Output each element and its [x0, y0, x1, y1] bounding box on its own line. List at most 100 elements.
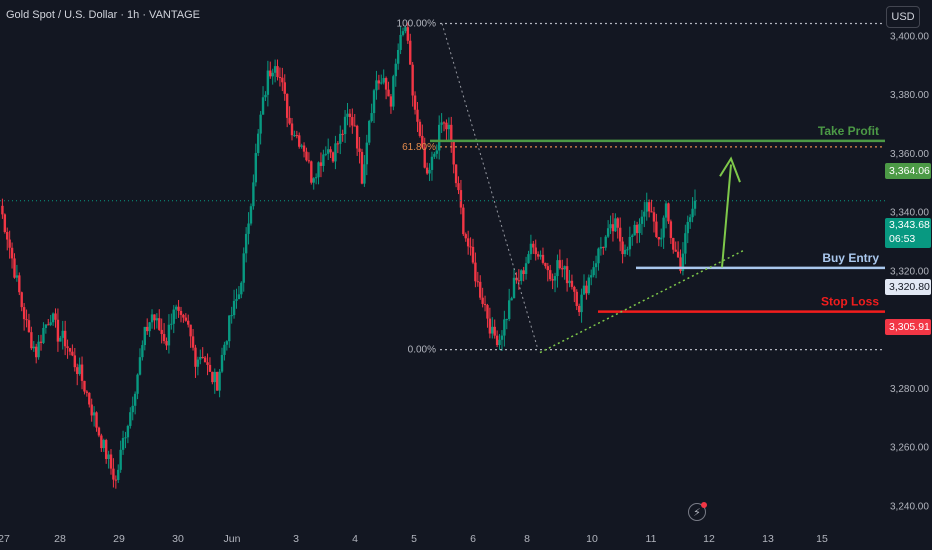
candle-body — [141, 345, 144, 358]
candle-body — [457, 183, 460, 191]
candle-body — [305, 151, 308, 161]
candle-body — [59, 337, 62, 342]
candle-body — [466, 238, 470, 247]
candle-body — [399, 34, 402, 50]
candle-body — [78, 364, 81, 375]
candle-body — [421, 135, 424, 148]
y-axis: 3,240.003,260.003,280.003,300.003,320.00… — [890, 31, 929, 512]
candle-body — [47, 324, 50, 326]
candle-body — [278, 76, 282, 78]
candle-body — [384, 78, 388, 90]
candle-body — [358, 148, 361, 152]
candle-body — [206, 362, 209, 365]
candle-body — [293, 135, 296, 137]
candle-body — [39, 341, 43, 343]
candle-body — [382, 78, 385, 83]
candle-body — [672, 237, 675, 250]
candle-body — [339, 133, 342, 144]
candle-body — [30, 332, 33, 349]
candle-body — [645, 202, 648, 212]
candle-body — [570, 280, 574, 287]
candle-body — [688, 217, 692, 222]
candle-body — [90, 404, 93, 416]
candle-body — [225, 341, 229, 345]
candle-body — [536, 254, 540, 257]
candle-body — [49, 322, 52, 325]
currency-button[interactable]: USD — [886, 6, 920, 28]
candle-body — [61, 330, 64, 338]
candle-body — [544, 262, 547, 267]
candle-body — [162, 334, 166, 342]
candle-body — [66, 346, 69, 349]
candle-body — [172, 309, 175, 324]
candle-body — [580, 294, 583, 313]
candle-body — [336, 143, 340, 145]
candle-body — [561, 268, 564, 270]
candle-body — [326, 149, 330, 154]
candle-body — [616, 218, 619, 228]
candle-body — [679, 257, 682, 272]
candle-body — [474, 262, 477, 282]
candle-body — [254, 153, 257, 183]
candle-body — [573, 286, 576, 292]
candle-body — [307, 160, 311, 162]
candle-body — [298, 135, 301, 147]
candle-body — [271, 72, 274, 77]
candle-body — [657, 237, 661, 240]
candle-body — [522, 270, 525, 274]
candle-body — [184, 317, 188, 321]
candle-body — [556, 260, 559, 277]
candle-body — [346, 113, 349, 117]
candle-body — [138, 357, 142, 375]
candles — [1, 22, 697, 489]
candle-body — [491, 326, 494, 334]
candle-body — [88, 392, 91, 405]
candle-body — [266, 70, 270, 95]
candle-body — [211, 371, 214, 383]
candle-body — [529, 243, 533, 255]
candle-body — [370, 113, 373, 121]
candle-body — [331, 152, 335, 162]
candle-body — [146, 326, 149, 332]
candle-body — [565, 266, 569, 284]
candle-body — [442, 122, 446, 124]
candle-body — [594, 263, 598, 268]
candle-body — [273, 66, 277, 73]
candle-body — [353, 125, 356, 127]
candle-body — [44, 324, 48, 328]
candle-body — [133, 393, 137, 406]
candle-body — [372, 90, 376, 114]
candle-body — [515, 277, 518, 281]
candle-body — [686, 221, 689, 234]
candle-body — [380, 82, 383, 84]
candle-body — [510, 298, 513, 301]
candle-body — [158, 318, 161, 330]
symbol-title: Gold Spot / U.S. Dollar · 1h · VANTAGE — [6, 9, 200, 21]
candle-body — [396, 49, 400, 64]
candle-body — [319, 162, 323, 166]
x-tick-label: 6 — [470, 533, 476, 545]
y-tick-label: 3,380.00 — [890, 90, 929, 101]
candle-body — [249, 206, 253, 224]
candle-body — [445, 122, 448, 130]
candle-body — [375, 80, 378, 91]
candle-body — [203, 357, 207, 363]
x-axis: 27 28 29 30 Jun 3 4 5 6 8 10 11 12 13 15 — [0, 533, 828, 545]
candle-body — [394, 63, 397, 77]
candle-body — [626, 249, 629, 251]
projection-arrow — [721, 164, 732, 268]
candle-body — [512, 277, 516, 299]
candle-body — [464, 234, 467, 239]
current-price-value: 3,343.68 — [889, 219, 930, 231]
candle-body — [56, 319, 60, 342]
candle-body — [351, 117, 354, 126]
candle-body — [201, 357, 204, 359]
candle-body — [100, 435, 103, 449]
x-tick-label: 4 — [352, 533, 358, 545]
candle-body — [495, 335, 499, 346]
candle-body — [520, 270, 523, 281]
lightning-bolt-icon[interactable]: ⚡ — [688, 502, 707, 521]
candle-body — [15, 275, 19, 278]
candle-body — [549, 270, 552, 280]
